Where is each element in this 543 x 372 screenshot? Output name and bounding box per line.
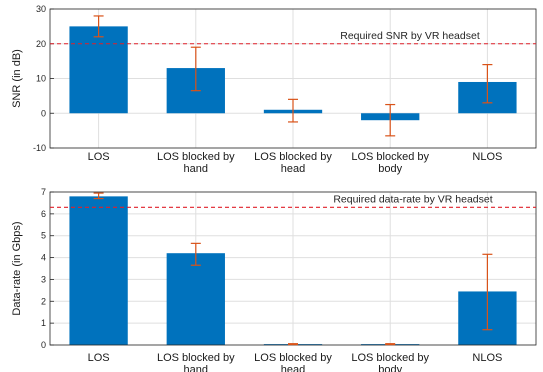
x-tick-label: LOS blocked by [254,352,332,364]
y-tick-label: 7 [41,187,46,197]
bar [69,196,128,345]
bar [69,26,128,114]
y-tick-label: 1 [41,318,46,328]
x-tick-label: head [281,364,305,372]
data-rate-chart-panel: 0 1 2 3 4 5 6 7 Required data-rate by VR headset… [11,187,537,372]
y-axis-label: Data-rate (in Gbps) [11,221,23,315]
x-tick-label: LOS [88,352,110,364]
y-tick-label: 0 [41,340,46,350]
reference-label: Required data-rate by VR headset [333,193,492,205]
snr-chart-panel: -10 0 10 20 30 Required SNR by VR headset LOS L… [11,4,537,175]
y-tick-label: 10 [36,74,46,84]
y-tick-label: 5 [41,231,46,241]
y-tick-label: -10 [33,143,46,153]
x-tick-label: LOS blocked by [351,352,429,364]
x-tick-label: hand [184,364,208,372]
y-tick-label: 6 [41,209,46,219]
x-tick-label: LOS blocked by [351,151,429,163]
x-tick-label: NLOS [472,352,502,364]
y-axis-label: SNR (in dB) [11,49,23,108]
x-tick-label: body [378,364,402,372]
bar [166,253,225,345]
x-tick-label: NLOS [472,151,502,163]
x-tick-label: LOS blocked by [157,151,235,163]
reference-label: Required SNR by VR headset [340,30,480,42]
y-tick-label: 20 [36,39,46,49]
x-tick-label: body [378,163,402,175]
y-tick-label: 0 [41,108,46,118]
x-tick-label: hand [184,163,208,175]
x-tick-label: LOS blocked by [157,352,235,364]
x-tick-label: LOS blocked by [254,151,332,163]
x-tick-label: head [281,163,305,175]
y-tick-label: 4 [41,253,46,263]
y-tick-label: 2 [41,296,46,306]
axes-box [49,8,537,149]
y-tick-label: 30 [36,4,46,14]
x-tick-label: LOS [88,151,110,163]
y-tick-label: 3 [41,274,46,284]
